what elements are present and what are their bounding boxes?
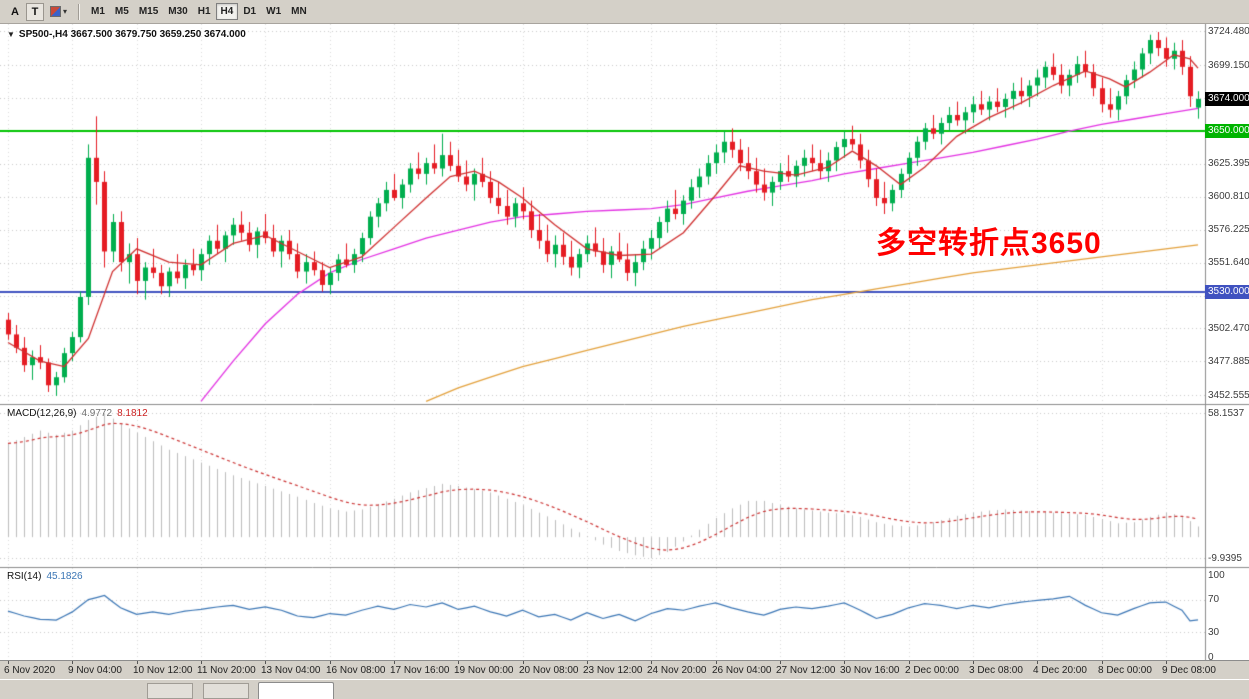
- time-axis-label: 4 Dec 20:00: [1033, 665, 1087, 676]
- timeframe-button-w1[interactable]: W1: [261, 3, 286, 20]
- rsi-axis-label: 0: [1208, 651, 1214, 663]
- time-axis-label: 17 Nov 16:00: [390, 665, 450, 676]
- chart-annotation-text: 多空转折点3650: [876, 227, 1102, 260]
- drawing-tools-dropdown[interactable]: ▾: [46, 2, 71, 22]
- drawing-tools-icon: [50, 6, 61, 17]
- time-axis-tick: [1037, 661, 1038, 664]
- time-axis-tick: [72, 661, 73, 664]
- time-axis-label: 23 Nov 12:00: [583, 665, 643, 676]
- rsi-axis-label: 100: [1208, 569, 1225, 581]
- price-axis-label: 3699.150: [1208, 59, 1249, 71]
- time-axis-label: 13 Nov 04:00: [261, 665, 321, 676]
- chart-tabs-bar: [0, 679, 1249, 699]
- time-axis-tick: [1102, 661, 1103, 664]
- time-axis-label: 30 Nov 16:00: [840, 665, 900, 676]
- price-tag: 3530.000: [1205, 284, 1249, 299]
- price-axis-label: 3600.810: [1208, 191, 1249, 203]
- time-axis-label: 19 Nov 00:00: [454, 665, 514, 676]
- macd-axis-label: 58.1537: [1208, 407, 1245, 419]
- time-axis-tick: [716, 661, 717, 664]
- timeframe-button-h1[interactable]: H1: [193, 3, 216, 20]
- time-axis-tick: [909, 661, 910, 664]
- price-axis-label: 3452.555: [1208, 389, 1249, 401]
- time-axis-tick: [265, 661, 266, 664]
- chart-title-text: SP500-,H4 3667.500 3679.750 3659.250 367…: [18, 29, 246, 40]
- rsi-name: RSI(14): [7, 571, 42, 582]
- window-button[interactable]: [203, 683, 249, 699]
- price-axis-label: 3551.640: [1208, 257, 1249, 269]
- time-axis-tick: [137, 661, 138, 664]
- price-tag: 3650.000: [1205, 124, 1249, 139]
- time-axis-label: 27 Nov 12:00: [776, 665, 836, 676]
- time-axis-label: 8 Dec 00:00: [1098, 665, 1152, 676]
- time-axis-label: 9 Nov 04:00: [68, 665, 122, 676]
- timeframe-button-m15[interactable]: M15: [134, 3, 163, 20]
- time-axis-tick: [844, 661, 845, 664]
- price-axis-label: 3477.885: [1208, 355, 1249, 367]
- timeframe-button-m1[interactable]: M1: [86, 3, 110, 20]
- toolbar-separator: [78, 3, 80, 20]
- macd-name: MACD(12,26,9): [7, 408, 77, 419]
- macd-signal-value: 8.1812: [117, 408, 148, 419]
- time-axis-tick: [523, 661, 524, 664]
- price-chart-canvas[interactable]: [0, 24, 1249, 660]
- rsi-indicator-label: RSI(14) 45.1826: [7, 571, 83, 582]
- macd-main-value: 4.9772: [81, 408, 113, 419]
- rsi-value: 45.1826: [46, 571, 83, 582]
- time-axis[interactable]: 6 Nov 2020 9 Nov 04:00 10 Nov 12:00 11 Nov …: [0, 660, 1249, 679]
- top-toolbar: A T ▾ M1 M5 M15 M30 H1 H4 D1 W1 MN: [0, 0, 1249, 24]
- macd-axis-label: -9.9395: [1208, 552, 1242, 564]
- rsi-axis-label: 30: [1208, 626, 1220, 638]
- timeframe-button-m30[interactable]: M30: [163, 3, 192, 20]
- chart-title: ▼ SP500-,H4 3667.500 3679.750 3659.250 36…: [7, 29, 246, 40]
- time-axis-tick: [458, 661, 459, 664]
- timeframe-button-d1[interactable]: D1: [238, 3, 261, 20]
- time-axis-label: 24 Nov 20:00: [647, 665, 707, 676]
- time-axis-label: 16 Nov 08:00: [326, 665, 386, 676]
- time-axis-tick: [1166, 661, 1167, 664]
- price-axis-label: 3625.395: [1208, 158, 1249, 170]
- price-tag: 3674.000: [1205, 91, 1249, 106]
- timeframe-button-m5[interactable]: M5: [110, 3, 134, 20]
- time-axis-tick: [587, 661, 588, 664]
- time-axis-label: 10 Nov 12:00: [133, 665, 193, 676]
- time-axis-tick: [394, 661, 395, 664]
- price-axis-label: 3502.470: [1208, 322, 1249, 334]
- dropdown-arrow-icon: ▾: [63, 7, 68, 16]
- time-axis-tick: [651, 661, 652, 664]
- chart-tab[interactable]: [258, 682, 334, 699]
- time-axis-label: 6 Nov 2020: [4, 665, 56, 676]
- price-axis-label: 3724.480: [1208, 25, 1249, 37]
- symbol-marker-icon: ▼: [7, 30, 15, 39]
- time-axis-label: 11 Nov 20:00: [197, 665, 256, 676]
- time-axis-label: 26 Nov 04:00: [712, 665, 772, 676]
- time-axis-tick: [780, 661, 781, 664]
- time-axis-tick: [8, 661, 9, 664]
- time-axis-label: 20 Nov 08:00: [519, 665, 579, 676]
- macd-indicator-label: MACD(12,26,9) 4.9772 8.1812: [7, 408, 148, 419]
- time-axis-label: 3 Dec 08:00: [969, 665, 1023, 676]
- time-axis-label: 9 Dec 08:00: [1162, 665, 1216, 676]
- timeframe-button-mn[interactable]: MN: [286, 3, 312, 20]
- time-axis-tick: [201, 661, 202, 664]
- timeframe-button-group: M1 M5 M15 M30 H1 H4 D1 W1 MN: [86, 3, 312, 20]
- window-button[interactable]: [147, 683, 193, 699]
- arrow-tool-button[interactable]: A: [6, 3, 24, 21]
- time-axis-label: 2 Dec 00:00: [905, 665, 959, 676]
- timeframe-button-h4[interactable]: H4: [215, 3, 239, 20]
- text-tool-button[interactable]: T: [26, 2, 44, 21]
- price-axis-label: 3576.225: [1208, 224, 1249, 236]
- rsi-axis-label: 70: [1208, 594, 1220, 606]
- time-axis-tick: [973, 661, 974, 664]
- time-axis-tick: [330, 661, 331, 664]
